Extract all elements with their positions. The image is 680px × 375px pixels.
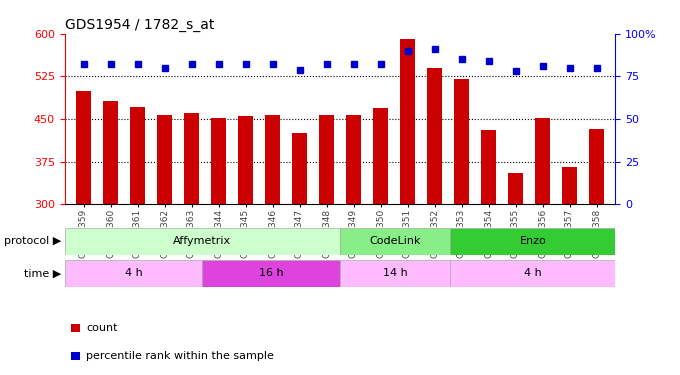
- Bar: [103, 101, 118, 204]
- Bar: [535, 118, 550, 204]
- Bar: [76, 91, 91, 204]
- Text: 16 h: 16 h: [259, 268, 284, 278]
- Text: protocol ▶: protocol ▶: [4, 237, 61, 246]
- Bar: [589, 129, 604, 204]
- Bar: [203, 260, 340, 287]
- Bar: [373, 108, 388, 204]
- Bar: [65, 260, 203, 287]
- Bar: [508, 173, 523, 204]
- Bar: [450, 228, 615, 255]
- Bar: [562, 167, 577, 204]
- Text: CodeLink: CodeLink: [369, 237, 421, 246]
- Bar: [454, 79, 469, 204]
- Text: time ▶: time ▶: [24, 268, 61, 278]
- Bar: [400, 39, 415, 204]
- Text: Enzo: Enzo: [520, 237, 546, 246]
- Text: Affymetrix: Affymetrix: [173, 237, 231, 246]
- Text: 14 h: 14 h: [383, 268, 407, 278]
- Bar: [427, 68, 442, 204]
- Bar: [238, 116, 253, 204]
- Text: 4 h: 4 h: [124, 268, 142, 278]
- Bar: [450, 260, 615, 287]
- Bar: [340, 228, 450, 255]
- Bar: [130, 106, 145, 204]
- Bar: [157, 115, 172, 204]
- Text: GDS1954 / 1782_s_at: GDS1954 / 1782_s_at: [65, 18, 214, 32]
- Bar: [346, 114, 361, 204]
- Bar: [265, 115, 280, 204]
- Text: 4 h: 4 h: [524, 268, 542, 278]
- Text: count: count: [86, 323, 118, 333]
- Bar: [481, 130, 496, 204]
- Bar: [184, 113, 199, 204]
- Bar: [65, 228, 340, 255]
- Bar: [211, 118, 226, 204]
- Text: percentile rank within the sample: percentile rank within the sample: [86, 351, 274, 361]
- Bar: [292, 133, 307, 204]
- Bar: [340, 260, 450, 287]
- Bar: [319, 114, 334, 204]
